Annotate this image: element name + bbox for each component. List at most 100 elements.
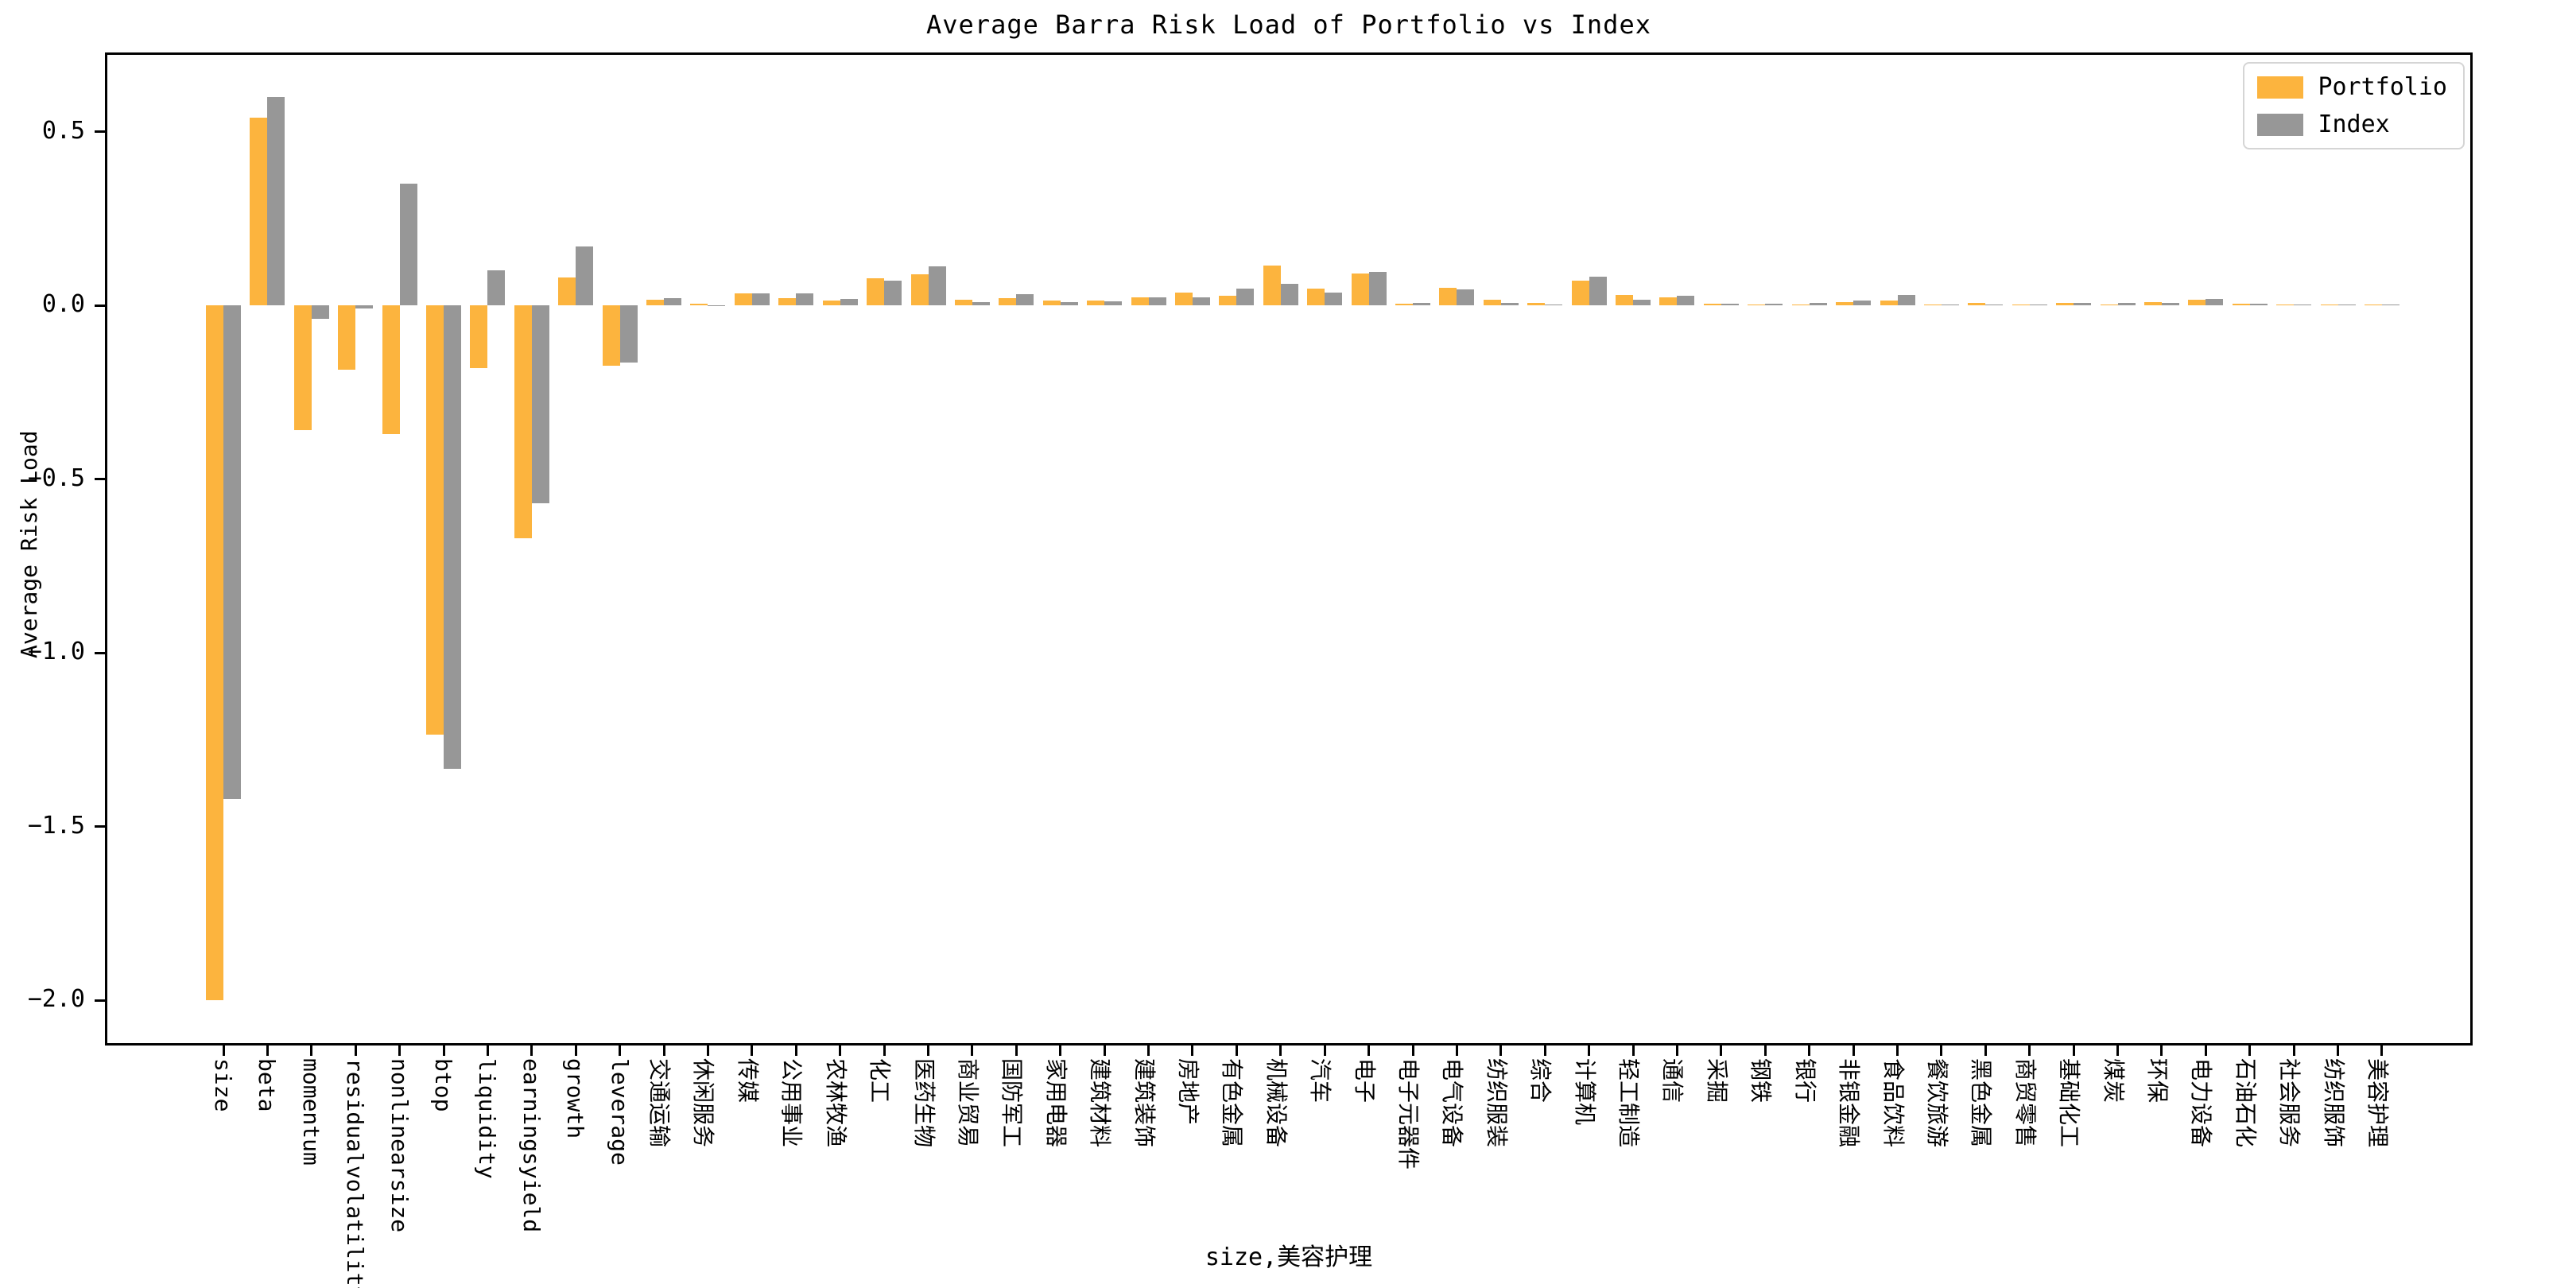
x-tick-label: 非银金融 — [1836, 1058, 1863, 1148]
bar-portfolio — [1263, 266, 1281, 305]
y-axis-label: Average Risk Load — [16, 430, 42, 658]
bar-portfolio — [1042, 301, 1061, 305]
x-tick — [354, 1046, 357, 1056]
bar-portfolio — [1219, 295, 1237, 305]
bar-index — [1148, 297, 1166, 305]
legend-swatch-index — [2257, 113, 2304, 136]
bar-portfolio — [1527, 302, 1546, 305]
bar-index — [355, 305, 374, 309]
x-tick-label: 综合 — [1527, 1058, 1554, 1104]
x-tick-label: 餐饮旅游 — [1923, 1058, 1950, 1148]
x-tick-label: 汽车 — [1307, 1058, 1334, 1104]
bar-index — [487, 270, 506, 305]
y-tick — [95, 304, 105, 307]
x-tick-label: 煤炭 — [2100, 1058, 2127, 1104]
x-tick-label: 休闲服务 — [690, 1058, 717, 1148]
legend-label-portfolio: Portfolio — [2318, 73, 2447, 101]
bar-portfolio — [1616, 294, 1634, 305]
legend-label-index: Index — [2318, 111, 2390, 138]
x-tick-label: liquidity — [474, 1058, 501, 1179]
bar-index — [1280, 284, 1298, 305]
x-tick — [486, 1046, 489, 1056]
y-tick-label: −1.5 — [27, 811, 85, 840]
bar-index — [751, 293, 770, 305]
bar-index — [311, 305, 329, 320]
y-tick-label: −2.0 — [27, 985, 85, 1013]
x-tick-label: 美容护理 — [2364, 1058, 2391, 1148]
x-tick-label: 建筑装饰 — [1131, 1058, 1158, 1148]
legend-swatch-portfolio — [2257, 76, 2304, 99]
bar-portfolio — [558, 277, 576, 305]
y-tick — [95, 651, 105, 654]
bar-index — [664, 297, 682, 305]
x-tick-label: 商业贸易 — [954, 1058, 981, 1148]
bar-portfolio — [646, 300, 665, 305]
x-tick — [1323, 1046, 1326, 1056]
bar-portfolio — [470, 305, 488, 368]
bar-index — [2249, 303, 2268, 305]
x-tick-label: 社会服务 — [2276, 1058, 2303, 1148]
x-tick-label: 交通运输 — [646, 1058, 673, 1148]
x-tick — [1147, 1046, 1150, 1056]
bar-portfolio — [293, 305, 312, 431]
x-tick — [530, 1046, 533, 1056]
x-tick — [1059, 1046, 1062, 1056]
x-tick-label: 房地产 — [1174, 1058, 1201, 1126]
x-tick — [574, 1046, 577, 1056]
x-tick-label: 纺织服饰 — [2320, 1058, 2347, 1148]
x-tick-label: 电子元器件 — [1395, 1058, 1422, 1170]
x-tick — [398, 1046, 402, 1056]
bar-portfolio — [1087, 301, 1105, 305]
bar-portfolio — [1395, 303, 1414, 305]
x-tick-label: 有色金属 — [1219, 1058, 1246, 1148]
x-tick-label: btop — [430, 1058, 457, 1112]
x-tick-label: 钢铁 — [1748, 1058, 1775, 1104]
bar-portfolio — [1439, 287, 1457, 305]
x-tick — [1896, 1046, 1899, 1056]
x-tick — [1235, 1046, 1238, 1056]
x-tick — [2116, 1046, 2120, 1056]
x-tick-label: 医药生物 — [910, 1058, 937, 1148]
x-tick — [266, 1046, 269, 1056]
x-tick-label: momentum — [297, 1058, 324, 1166]
bar-portfolio — [382, 305, 400, 434]
bar-portfolio — [1351, 274, 1369, 305]
bar-index — [2206, 298, 2224, 305]
x-tick — [2028, 1046, 2031, 1056]
y-tick — [95, 130, 105, 133]
bar-index — [619, 305, 638, 363]
bar-index — [1368, 272, 1387, 305]
x-tick-label: 轻工制造 — [1616, 1058, 1643, 1148]
x-tick — [751, 1046, 754, 1056]
bar-portfolio — [206, 305, 223, 1000]
bar-index — [928, 266, 946, 305]
bar-portfolio — [250, 118, 268, 305]
x-tick-label: 采掘 — [1703, 1058, 1730, 1104]
legend: Portfolio Index — [2243, 62, 2465, 149]
x-tick — [1675, 1046, 1678, 1056]
x-tick-label: 通信 — [1659, 1058, 1686, 1104]
bar-portfolio — [867, 277, 885, 305]
plot-area — [105, 52, 2473, 1046]
x-tick — [1720, 1046, 1723, 1056]
bar-portfolio — [2232, 303, 2250, 305]
x-tick-label: 化工 — [867, 1058, 894, 1104]
bar-index — [1236, 288, 1255, 305]
x-tick — [2160, 1046, 2163, 1056]
bar-portfolio — [2056, 302, 2074, 305]
x-tick — [1455, 1046, 1458, 1056]
x-tick — [794, 1046, 797, 1056]
x-tick — [2204, 1046, 2207, 1056]
bar-index — [576, 246, 594, 305]
x-tick — [222, 1046, 225, 1056]
x-tick-label: 建筑材料 — [1087, 1058, 1114, 1148]
bar-index — [1853, 301, 1872, 305]
bar-index — [1325, 293, 1343, 305]
x-axis-label: size,美容护理 — [1205, 1243, 1373, 1271]
bar-portfolio — [338, 305, 356, 370]
bar-portfolio — [514, 305, 532, 538]
bar-index — [840, 299, 858, 305]
bar-index — [796, 293, 814, 305]
x-tick-label: 公用事业 — [778, 1058, 805, 1148]
